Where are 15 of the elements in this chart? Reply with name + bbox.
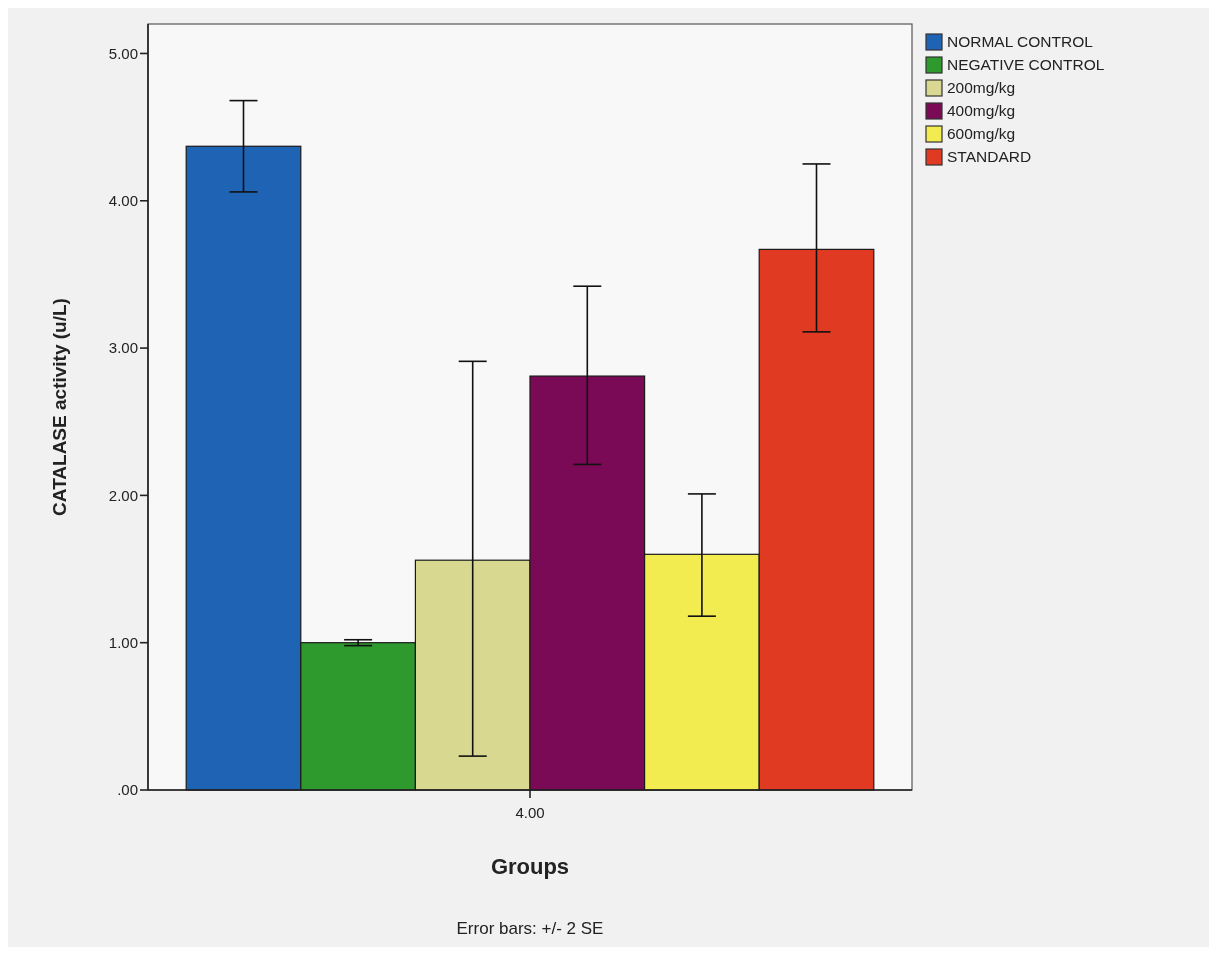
y-tick-label: .00 <box>117 781 138 799</box>
y-tick-label: 2.00 <box>108 486 138 504</box>
legend-label: NEGATIVE CONTROL <box>947 56 1105 74</box>
legend-label: 400mg/kg <box>947 102 1016 120</box>
legend-label: 200mg/kg <box>947 79 1016 97</box>
y-tick-label: 4.00 <box>108 192 138 210</box>
y-axis-title: CATALASE activity (u/L) <box>49 298 70 516</box>
legend-label: 600mg/kg <box>947 125 1016 143</box>
legend-label: NORMAL CONTROL <box>947 33 1094 51</box>
y-tick-label: 1.00 <box>108 633 138 651</box>
y-tick-label: 3.00 <box>108 339 138 357</box>
x-axis-title: Groups <box>490 854 570 879</box>
y-tick-label: 5.00 <box>108 44 138 62</box>
legend-label: STANDARD <box>947 148 1032 166</box>
text: Error bars: +/- 2 SE <box>456 919 604 938</box>
